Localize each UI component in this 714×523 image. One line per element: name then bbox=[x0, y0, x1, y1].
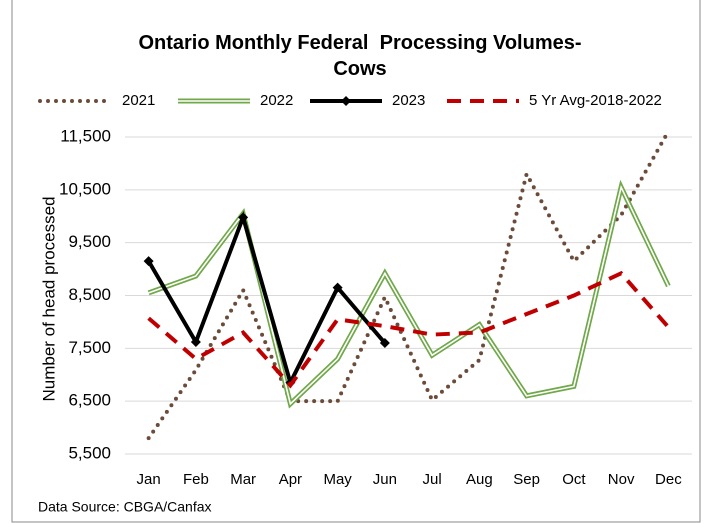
y-tick-label: 11,500 bbox=[60, 127, 111, 146]
legend-label: 2022 bbox=[260, 92, 293, 109]
x-tick-label: Feb bbox=[183, 471, 209, 488]
y-tick-label: 9,500 bbox=[68, 232, 111, 251]
x-tick-label: Apr bbox=[279, 471, 302, 488]
source-note: Data Source: CBGA/Canfax bbox=[38, 499, 212, 515]
series-line bbox=[146, 210, 387, 389]
series-line-inner bbox=[148, 184, 670, 406]
legend-label: 2023 bbox=[392, 92, 425, 109]
point-marker bbox=[332, 282, 343, 293]
series-line bbox=[147, 270, 670, 389]
x-tick-label: Dec bbox=[655, 471, 682, 488]
y-tick-label: 7,500 bbox=[68, 338, 111, 357]
x-tick-label: Jun bbox=[373, 471, 397, 488]
legend-label: 2021 bbox=[122, 92, 155, 109]
x-tick-label: Jan bbox=[137, 471, 161, 488]
point-marker bbox=[143, 256, 154, 267]
y-tick-label: 10,500 bbox=[59, 179, 111, 198]
chart-title: Ontario Monthly Federal Processing Volum… bbox=[138, 32, 588, 80]
point-marker bbox=[238, 212, 249, 223]
y-tick-label: 6,500 bbox=[68, 391, 111, 410]
x-tick-label: Nov bbox=[608, 471, 635, 488]
y-tick-label: 5,500 bbox=[68, 443, 111, 462]
x-tick-label: Sep bbox=[513, 471, 540, 488]
x-tick-label: May bbox=[323, 471, 352, 488]
y-axis-label: Number of head processed bbox=[39, 196, 58, 401]
legend-marker bbox=[341, 96, 351, 106]
x-tick-label: Jul bbox=[423, 471, 442, 488]
x-tick-label: Mar bbox=[230, 471, 256, 488]
series-line bbox=[146, 129, 671, 441]
y-tick-label: 8,500 bbox=[68, 285, 111, 304]
x-tick-label: Oct bbox=[562, 471, 586, 488]
point-marker bbox=[379, 338, 390, 349]
point-marker bbox=[190, 337, 201, 348]
chart-frame bbox=[11, 0, 701, 523]
legend-label: 5 Yr Avg-2018-2022 bbox=[529, 92, 662, 109]
x-tick-label: Aug bbox=[466, 471, 493, 488]
